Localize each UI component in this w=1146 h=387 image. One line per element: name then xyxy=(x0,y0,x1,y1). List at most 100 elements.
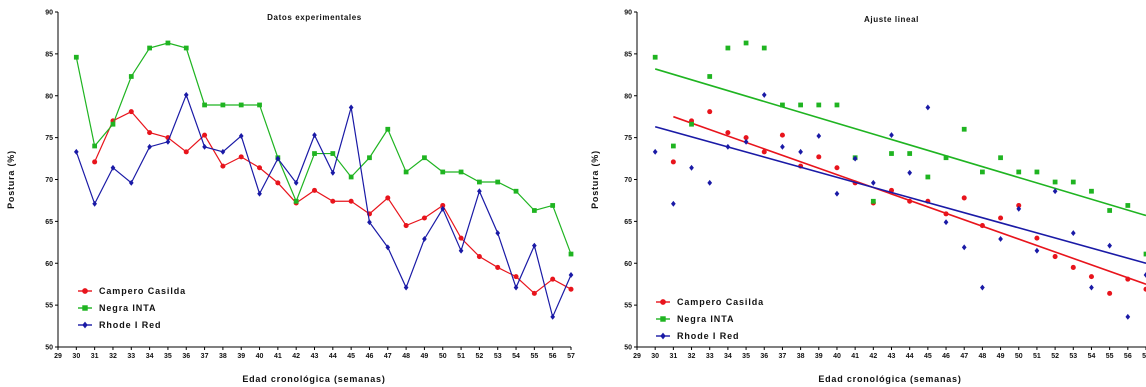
data-point xyxy=(312,151,317,156)
data-point xyxy=(330,151,336,156)
data-point xyxy=(495,230,501,237)
data-point xyxy=(943,211,949,217)
data-point xyxy=(568,286,574,292)
data-point xyxy=(743,138,749,145)
x-tick-label: 34 xyxy=(146,353,154,360)
x-tick-label: 32 xyxy=(688,353,696,360)
data-point xyxy=(779,132,785,138)
x-tick-label: 43 xyxy=(311,353,319,360)
chart-panel-datos-experimentales: 29 30 31 32 33 34 35 36 37 38 39 40 41 42 43 44 45 46 47 48… xyxy=(6,10,575,385)
data-point xyxy=(220,163,226,169)
data-point xyxy=(73,54,79,60)
x-tick-label: 38 xyxy=(797,353,805,360)
data-point xyxy=(870,179,876,186)
data-point xyxy=(1016,205,1022,212)
data-point xyxy=(532,242,537,249)
data-point xyxy=(1089,284,1094,291)
data-point xyxy=(761,149,767,155)
data-point xyxy=(1034,169,1040,175)
y-tick-label: 80 xyxy=(624,93,632,100)
data-point xyxy=(183,45,189,51)
x-tick-label: 49 xyxy=(421,353,429,360)
data-point xyxy=(1088,274,1094,280)
data-point xyxy=(202,143,207,150)
data-point xyxy=(275,155,281,162)
x-tick-label: 46 xyxy=(942,353,950,360)
data-point xyxy=(889,151,894,156)
data-point xyxy=(293,179,299,186)
x-tick-label: 53 xyxy=(494,353,502,360)
y-tick-label: 65 xyxy=(45,219,53,226)
data-point xyxy=(202,132,208,138)
y-tick-label: 70 xyxy=(45,177,53,184)
data-point xyxy=(128,74,134,79)
x-tick-label: 31 xyxy=(669,353,677,360)
data-point xyxy=(670,143,676,149)
y-tick-label: 90 xyxy=(45,10,53,17)
data-point xyxy=(798,148,803,155)
data-point xyxy=(1052,188,1058,195)
x-tick-label: 40 xyxy=(833,353,841,360)
y-tick-label: 75 xyxy=(45,135,53,142)
legend-label: Campero Casilda xyxy=(99,286,186,296)
data-point xyxy=(1052,179,1058,185)
data-point xyxy=(1070,230,1076,237)
data-point xyxy=(476,254,482,260)
data-point xyxy=(1143,272,1146,278)
data-point xyxy=(961,195,967,201)
data-point xyxy=(816,102,822,108)
x-tick-label: 37 xyxy=(779,353,787,360)
data-point xyxy=(330,198,336,204)
x-tick-label: 49 xyxy=(997,353,1005,360)
x-tick-label: 54 xyxy=(512,353,520,360)
data-point xyxy=(92,143,98,149)
x-tick-label: 42 xyxy=(869,353,877,360)
data-point xyxy=(238,154,244,160)
data-point xyxy=(183,149,189,155)
data-point xyxy=(725,130,731,136)
data-point xyxy=(1107,242,1112,249)
x-tick-label: 31 xyxy=(91,353,99,360)
data-point xyxy=(238,102,244,108)
data-point xyxy=(1070,264,1076,270)
y-tick-label: 75 xyxy=(624,135,632,142)
y-tick-label: 70 xyxy=(624,177,632,184)
data-point xyxy=(440,202,446,208)
series-negra-inta xyxy=(652,40,1146,257)
x-tick-label: 54 xyxy=(1088,353,1096,360)
legend-label: Campero Casilda xyxy=(677,297,764,307)
x-axis-label: Edad cronológica (semanas) xyxy=(242,374,385,384)
data-point xyxy=(275,180,281,186)
data-point xyxy=(458,235,464,241)
x-tick-label: 47 xyxy=(960,353,968,360)
data-point xyxy=(761,91,767,98)
data-point xyxy=(495,179,501,185)
data-point xyxy=(1143,251,1146,257)
x-tick-label: 48 xyxy=(402,353,410,360)
legend-label: Rhode I Red xyxy=(99,320,161,330)
data-point xyxy=(689,164,694,171)
data-point xyxy=(458,169,464,175)
data-point xyxy=(998,236,1003,242)
legend-label: Negra INTA xyxy=(99,303,156,313)
data-point xyxy=(925,104,931,111)
x-tick-label: 45 xyxy=(347,353,355,360)
x-tick-label: 29 xyxy=(54,353,62,360)
data-point xyxy=(870,198,876,204)
y-tick-label: 60 xyxy=(45,261,53,268)
data-point xyxy=(816,154,822,160)
x-tick-label: 30 xyxy=(72,353,80,360)
data-point xyxy=(907,198,913,204)
data-point xyxy=(671,200,676,207)
data-point xyxy=(367,219,372,226)
data-point xyxy=(1125,313,1131,320)
x-tick-label: 47 xyxy=(384,353,392,360)
series-campero-casilda xyxy=(92,109,574,296)
x-tick-label: 36 xyxy=(182,353,190,360)
data-point xyxy=(257,165,263,171)
data-point xyxy=(1125,203,1131,208)
legend-marker xyxy=(660,316,666,322)
series-campero-casilda xyxy=(670,109,1146,296)
data-point xyxy=(440,169,446,175)
x-tick-label: 52 xyxy=(1051,353,1059,360)
